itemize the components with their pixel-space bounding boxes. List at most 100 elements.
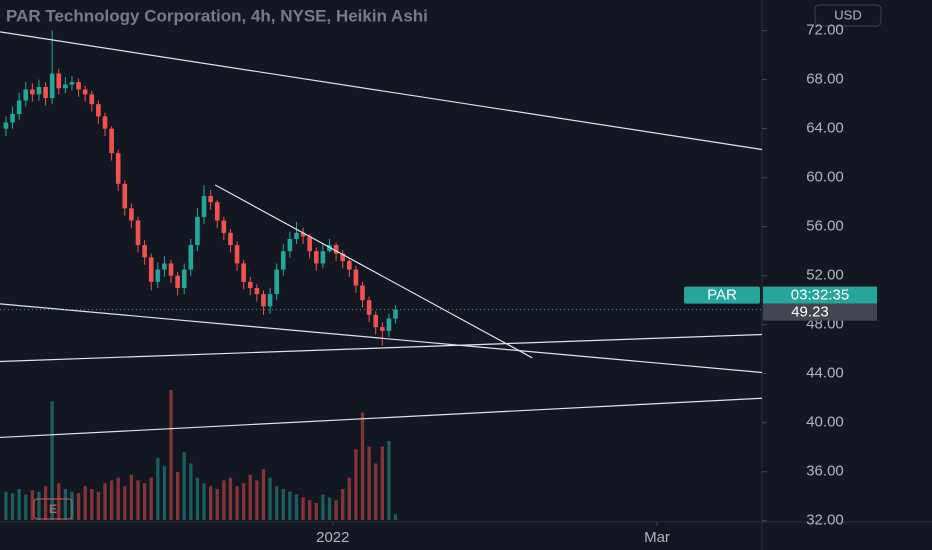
volume-bar — [202, 483, 206, 520]
candle-body — [148, 257, 154, 282]
candle-body — [89, 94, 95, 105]
candle-body — [353, 269, 359, 286]
currency-button[interactable] — [814, 4, 882, 27]
x-tick-label: 2022 — [316, 529, 349, 546]
candle-body — [393, 309, 398, 319]
candle-body — [280, 251, 286, 270]
volume-bar — [327, 497, 332, 520]
candle-body — [267, 294, 273, 307]
candle-body — [380, 327, 385, 331]
candle-body — [49, 73, 55, 99]
candle-body — [16, 100, 22, 114]
volume-bar — [228, 477, 233, 520]
volume-bar — [222, 480, 226, 520]
candle-body — [327, 245, 332, 252]
volume-bar — [354, 449, 358, 520]
volume-bar — [156, 457, 160, 520]
volume-bar — [288, 491, 292, 520]
volume-bar — [136, 480, 140, 520]
volume-bar — [374, 463, 378, 520]
volume-bar — [83, 486, 87, 520]
volume-bar — [123, 486, 127, 520]
candle-body — [23, 89, 29, 101]
candle-body — [181, 269, 187, 288]
volume-bar — [360, 412, 365, 520]
candle-body — [82, 89, 88, 95]
candle-body — [287, 238, 293, 252]
y-tick-label: 32.00 — [806, 512, 844, 529]
volume-bar — [4, 491, 8, 520]
candle-body — [122, 183, 128, 209]
y-tick-label: 56.00 — [806, 218, 844, 235]
volume-bar — [103, 483, 107, 520]
candle-body — [63, 84, 68, 89]
y-tick-label: 68.00 — [806, 71, 844, 88]
volume-bar — [268, 477, 272, 520]
volume-bar — [334, 500, 338, 520]
volume-bar — [63, 488, 68, 520]
candle-body — [366, 300, 372, 315]
y-tick-label: 52.00 — [806, 267, 844, 284]
candle-body — [386, 318, 392, 331]
candle-body — [373, 314, 379, 328]
volume-bar — [341, 488, 345, 520]
candle-body — [247, 281, 253, 288]
volume-bar — [169, 390, 173, 520]
volume-bar — [294, 494, 299, 520]
volume-bar — [30, 490, 35, 520]
candle-body — [261, 294, 266, 307]
volume-bar — [76, 493, 81, 520]
candle-body — [30, 89, 35, 95]
candle-body — [135, 220, 141, 246]
volume-bar — [57, 483, 61, 520]
volume-bar — [242, 483, 246, 520]
volume-bar — [347, 477, 351, 520]
currency-label[interactable]: USD — [834, 7, 861, 22]
y-tick-label: 60.00 — [806, 169, 844, 186]
volume-bar — [129, 474, 134, 520]
volume-bar — [70, 491, 74, 520]
candle-body — [96, 104, 101, 117]
y-tick-label: 72.00 — [806, 22, 844, 39]
candle-body — [228, 232, 233, 246]
candle-body — [56, 73, 62, 89]
candle-body — [201, 196, 207, 217]
volume-bar — [182, 452, 186, 520]
last-price-label: 49.23 — [791, 304, 829, 321]
volume-bar — [90, 488, 94, 520]
volume-bar — [235, 486, 239, 520]
volume-bar — [393, 514, 398, 520]
volume-bar — [380, 446, 384, 520]
candle-body — [115, 153, 121, 184]
candle-body — [155, 269, 161, 282]
trendline — [0, 333, 763, 363]
candle-body — [307, 236, 312, 252]
candle-body — [360, 285, 365, 301]
volume-bar — [281, 488, 285, 520]
volume-bar — [208, 486, 213, 520]
volume-bar — [116, 477, 120, 520]
candle-body — [274, 269, 279, 295]
symbol-label: PAR — [707, 287, 737, 304]
candle-body — [241, 263, 246, 282]
candle-body — [175, 275, 180, 288]
volume-bar — [215, 488, 219, 520]
volume-bar — [17, 488, 21, 520]
chart-title: PAR Technology Corporation, 4h, NYSE, He… — [6, 6, 428, 25]
candle-body — [43, 87, 48, 99]
candle-body — [109, 128, 114, 154]
symbol-tag — [684, 286, 760, 304]
volume-bar — [255, 480, 259, 520]
volume-bar — [261, 469, 266, 520]
volume-bar — [37, 491, 41, 520]
y-tick-label: 44.00 — [806, 365, 844, 382]
candle-body — [320, 251, 326, 264]
candle-body — [76, 82, 81, 90]
volume-bar — [195, 477, 200, 520]
candle-body — [69, 82, 75, 85]
trendline — [0, 397, 763, 439]
y-tick-label: 64.00 — [806, 120, 844, 137]
